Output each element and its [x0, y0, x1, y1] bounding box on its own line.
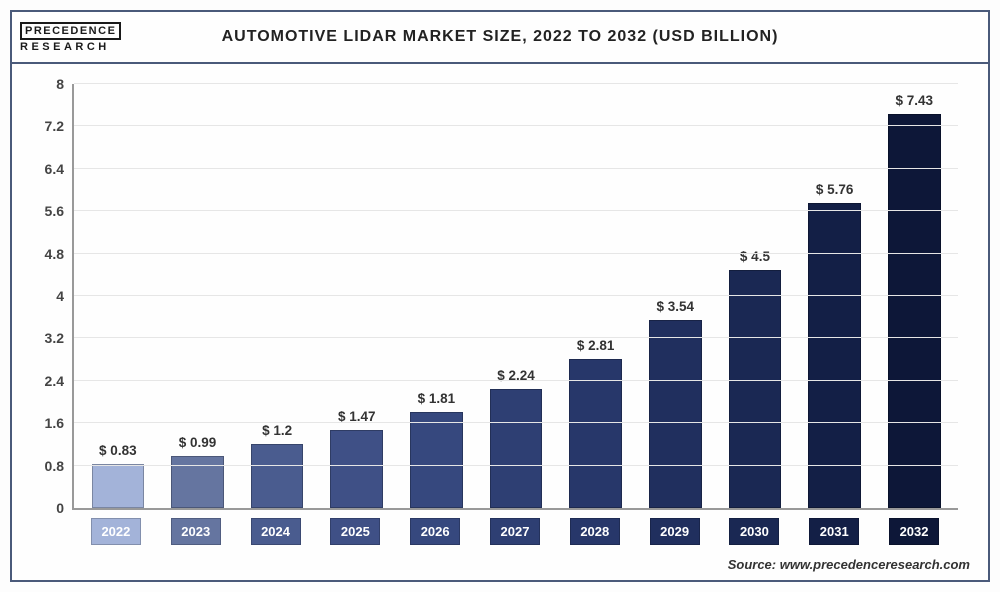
bar-value-label: $ 0.99: [179, 435, 217, 450]
bar: [330, 430, 383, 508]
x-axis-label-inner: 2026: [410, 518, 460, 545]
y-tick-label: 4: [56, 288, 74, 304]
x-axis-label: 2028: [555, 518, 635, 548]
chart-frame: PRECEDENCE RESEARCH AUTOMOTIVE LIDAR MAR…: [10, 10, 990, 582]
y-tick-label: 8: [56, 76, 74, 92]
bar: [888, 114, 941, 508]
x-axis-label: 2025: [315, 518, 395, 548]
y-tick-label: 3.2: [45, 330, 74, 346]
bar: [649, 320, 702, 508]
x-axis-label-inner: 2030: [729, 518, 779, 545]
y-tick-label: 0.8: [45, 458, 74, 474]
bar-slot: $ 7.43: [874, 84, 954, 508]
gridline: [74, 465, 958, 466]
x-axis-label-inner: 2023: [171, 518, 221, 545]
bar-slot: $ 2.24: [476, 84, 556, 508]
bar: [808, 203, 861, 508]
bar-slot: $ 2.81: [556, 84, 636, 508]
y-tick-label: 7.2: [45, 118, 74, 134]
gridline: [74, 125, 958, 126]
bar-value-label: $ 0.83: [99, 443, 137, 458]
gridline: [74, 210, 958, 211]
x-axis-label: 2027: [475, 518, 555, 548]
bar-slot: $ 5.76: [795, 84, 875, 508]
x-axis-label: 2032: [874, 518, 954, 548]
bar-slot: $ 0.83: [78, 84, 158, 508]
bar-slot: $ 1.2: [237, 84, 317, 508]
bar-slot: $ 3.54: [635, 84, 715, 508]
gridline: [74, 83, 958, 84]
bar: [729, 270, 782, 509]
y-tick-label: 4.8: [45, 246, 74, 262]
bar-slot: $ 0.99: [158, 84, 238, 508]
bar-value-label: $ 2.81: [577, 338, 615, 353]
bar: [251, 444, 304, 508]
bar-value-label: $ 1.81: [418, 391, 456, 406]
plot-area: $ 0.83 $ 0.99 $ 1.2 $ 1.47 $ 1.81 $ 2.24 $ 2.8…: [72, 84, 958, 510]
y-tick-label: 6.4: [45, 161, 74, 177]
x-axis-label: 2029: [635, 518, 715, 548]
x-axis-label-inner: 2029: [650, 518, 700, 545]
bar: [410, 412, 463, 508]
y-tick-label: 5.6: [45, 203, 74, 219]
y-tick-label: 1.6: [45, 415, 74, 431]
bars-container: $ 0.83 $ 0.99 $ 1.2 $ 1.47 $ 1.81 $ 2.24 $ 2.8…: [74, 84, 958, 508]
x-axis-label-inner: 2022: [91, 518, 141, 545]
bar-slot: $ 1.81: [397, 84, 477, 508]
gridline: [74, 253, 958, 254]
source-text: Source: www.precedenceresearch.com: [728, 557, 970, 572]
bar-value-label: $ 7.43: [895, 93, 933, 108]
logo: PRECEDENCE RESEARCH: [20, 17, 130, 57]
x-axis-label-inner: 2032: [889, 518, 939, 545]
x-axis-label-inner: 2028: [570, 518, 620, 545]
bar: [569, 359, 622, 508]
bar: [490, 389, 543, 508]
bar: [171, 456, 224, 508]
x-axis-label-inner: 2025: [330, 518, 380, 545]
x-axis-label: 2024: [236, 518, 316, 548]
chart-title: AUTOMOTIVE LIDAR MARKET SIZE, 2022 TO 20…: [12, 28, 988, 46]
gridline: [74, 295, 958, 296]
header-row: PRECEDENCE RESEARCH AUTOMOTIVE LIDAR MAR…: [12, 12, 988, 64]
x-axis-label-inner: 2024: [251, 518, 301, 545]
x-axis-label: 2030: [715, 518, 795, 548]
y-tick-label: 2.4: [45, 373, 74, 389]
gridline: [74, 168, 958, 169]
x-axis-label-inner: 2031: [809, 518, 859, 545]
x-axis-label: 2031: [794, 518, 874, 548]
x-axis-labels: 2022 2023 2024 2025 2026 2027 2028 2029 2030 2031…: [72, 518, 958, 548]
chart-area: $ 0.83 $ 0.99 $ 1.2 $ 1.47 $ 1.81 $ 2.24 $ 2.8…: [12, 64, 988, 580]
bar: [92, 464, 145, 508]
x-axis-label-inner: 2027: [490, 518, 540, 545]
logo-top: PRECEDENCE: [20, 22, 121, 40]
gridline: [74, 380, 958, 381]
bar-value-label: $ 2.24: [497, 368, 535, 383]
bar-value-label: $ 5.76: [816, 182, 854, 197]
bar-value-label: $ 3.54: [657, 299, 695, 314]
gridline: [74, 422, 958, 423]
logo-bottom: RESEARCH: [20, 41, 130, 53]
x-axis-label: 2026: [395, 518, 475, 548]
x-axis-label: 2023: [156, 518, 236, 548]
gridline: [74, 337, 958, 338]
bar-value-label: $ 1.2: [262, 423, 292, 438]
y-tick-label: 0: [56, 500, 74, 516]
bar-value-label: $ 4.5: [740, 249, 770, 264]
bar-slot: $ 4.5: [715, 84, 795, 508]
x-axis-label: 2022: [76, 518, 156, 548]
bar-slot: $ 1.47: [317, 84, 397, 508]
